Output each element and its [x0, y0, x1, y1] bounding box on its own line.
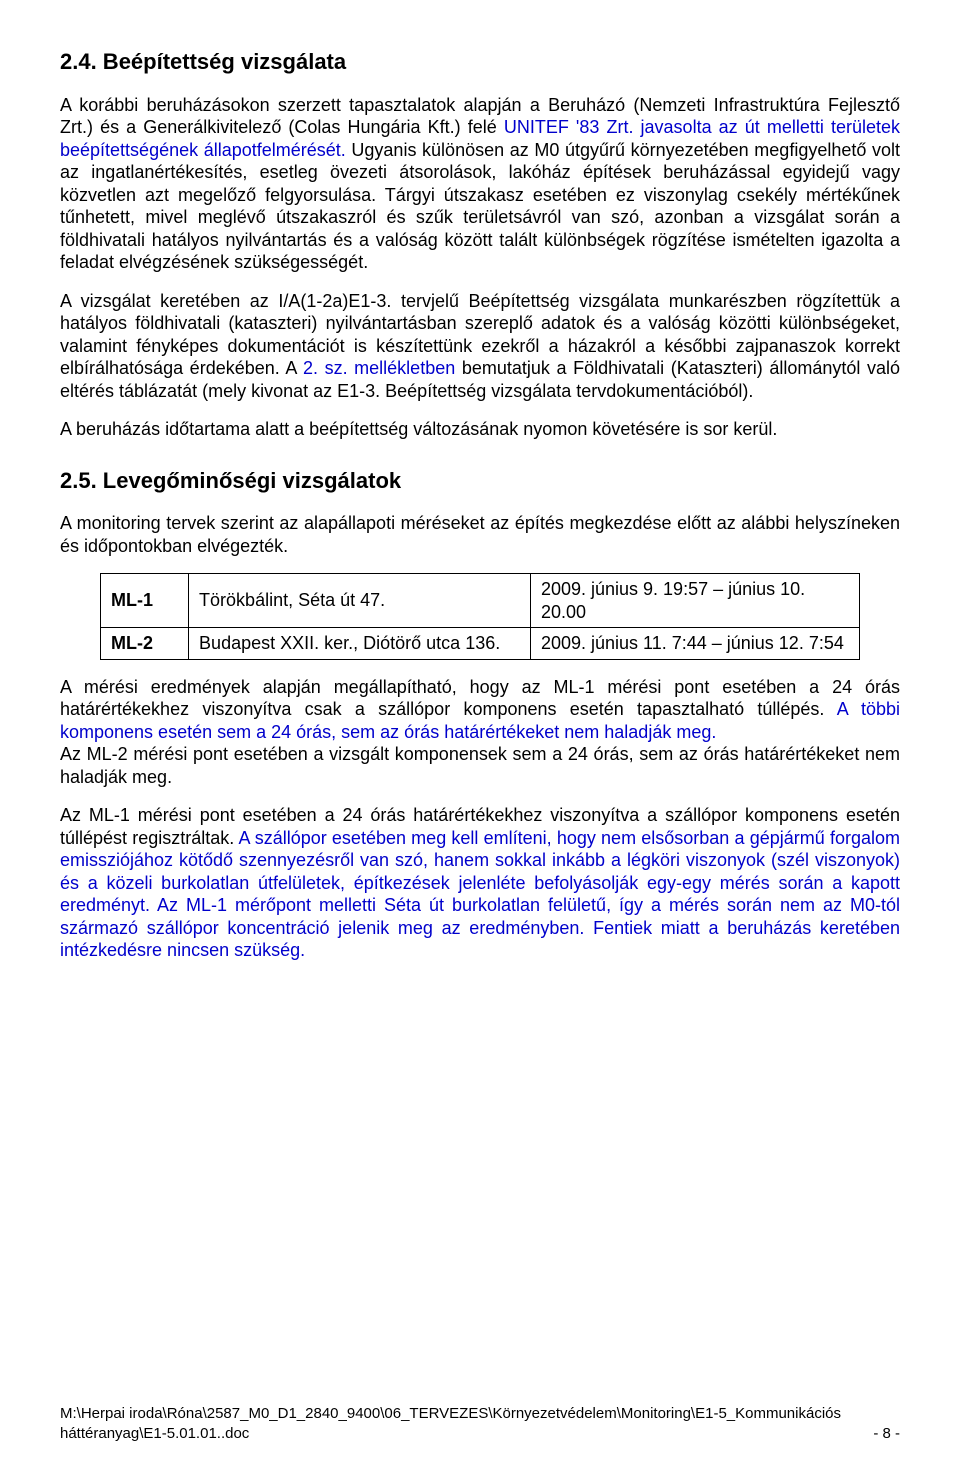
sec25-p2: A mérési eredmények alapján megállapítha… — [60, 676, 900, 789]
footer: M:\Herpai iroda\Róna\2587_M0_D1_2840_940… — [60, 1404, 900, 1445]
sec25-heading: 2.5. Levegőminőségi vizsgálatok — [60, 467, 900, 495]
footer-path: M:\Herpai iroda\Róna\2587_M0_D1_2840_940… — [60, 1405, 841, 1442]
table-row: ML-2 Budapest XXII. ker., Diótörő utca 1… — [101, 628, 860, 660]
sec24-p2: A vizsgálat keretében az I/A(1-2a)E1-3. … — [60, 290, 900, 403]
ml1-location: Törökbálint, Séta út 47. — [189, 574, 531, 628]
sec25-p2c: Az ML-2 mérési pont esetében a vizsgált … — [60, 744, 900, 787]
ml2-time: 2009. június 11. 7:44 – június 12. 7:54 — [530, 628, 859, 660]
sec24-heading: 2.4. Beépítettség vizsgálata — [60, 48, 900, 76]
sec25-p2a: A mérési eredmények alapján megállapítha… — [60, 677, 900, 720]
ml1-time: 2009. június 9. 19:57 – június 10. 20.00 — [530, 574, 859, 628]
table-row: ML-1 Törökbálint, Séta út 47. 2009. júni… — [101, 574, 860, 628]
measurement-table: ML-1 Törökbálint, Séta út 47. 2009. júni… — [100, 573, 860, 660]
sec25-p1: A monitoring tervek szerint az alapállap… — [60, 512, 900, 557]
sec24-p2b: 2. sz. mellékletben — [303, 358, 455, 378]
ml2-location: Budapest XXII. ker., Diótörő utca 136. — [189, 628, 531, 660]
ml2-id: ML-2 — [101, 628, 189, 660]
sec25-p3: Az ML-1 mérési pont esetében a 24 órás h… — [60, 804, 900, 962]
sec24-p3: A beruházás időtartama alatt a beépített… — [60, 418, 900, 441]
page-number: - 8 - — [873, 1424, 900, 1444]
sec24-p1: A korábbi beruházásokon szerzett tapaszt… — [60, 94, 900, 274]
ml1-id: ML-1 — [101, 574, 189, 628]
